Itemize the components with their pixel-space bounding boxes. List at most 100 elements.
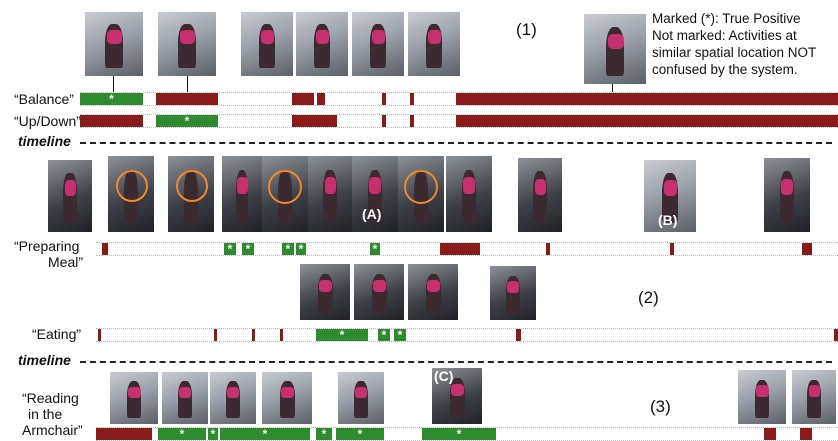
true-positive-segment: * <box>394 329 406 341</box>
timeline-track-preparing-meal: * * * * * <box>96 242 838 256</box>
row-label-line: in the <box>28 406 63 422</box>
true-positive-segment: * <box>208 428 218 440</box>
frame-thumbnail <box>262 372 312 424</box>
detection-segment <box>292 93 314 105</box>
timeline-track-reading-armchair: * * * * * * <box>96 427 838 441</box>
legend: Marked (*): True Positive Not marked: Ac… <box>652 10 838 78</box>
arrow <box>113 76 114 92</box>
row-label-line: Armchair” <box>22 422 83 438</box>
true-positive-segment: * <box>80 93 143 105</box>
frame-thumbnail <box>408 12 460 76</box>
frame-thumbnail <box>48 160 92 232</box>
frame-thumbnail <box>210 372 256 424</box>
tag-a: (A) <box>362 206 382 222</box>
frame-thumbnail <box>110 372 158 424</box>
section-number-3: (3) <box>650 397 671 416</box>
frame-thumbnail <box>158 12 216 76</box>
row-label-reading-armchair: “Reading in the Armchair” <box>22 390 83 438</box>
true-positive-segment: * <box>336 428 384 440</box>
timeline-track-balance: * <box>80 92 838 106</box>
true-positive-segment: * <box>370 243 380 255</box>
true-positive-segment: * <box>242 243 254 255</box>
detection-segment <box>382 115 386 127</box>
true-positive-segment: * <box>316 428 332 440</box>
detection-segment <box>292 115 337 127</box>
row-label-line: “Reading <box>22 390 79 406</box>
detection-segment <box>764 428 776 440</box>
frame-thumbnail <box>222 156 262 232</box>
frame-thumbnail <box>354 264 404 320</box>
detection-segment <box>80 115 143 127</box>
detection-segment <box>382 93 386 105</box>
frame-thumbnail <box>338 372 384 424</box>
frame-thumbnail <box>398 156 444 232</box>
frame-thumbnail <box>162 372 208 424</box>
frame-thumbnail <box>85 12 143 76</box>
detection-segment <box>252 329 255 341</box>
frame-thumbnail <box>764 158 810 232</box>
frame-thumbnail: (C) <box>432 368 482 424</box>
detection-segment <box>98 329 101 341</box>
detection-segment <box>834 329 838 341</box>
frame-thumbnail <box>352 12 404 76</box>
arrow <box>187 76 188 92</box>
section-number-1: (1) <box>516 20 537 39</box>
true-positive-segment: * <box>282 243 294 255</box>
frame-thumbnail <box>262 156 308 232</box>
tag-c: (C) <box>434 368 454 384</box>
timeline-label: timeline <box>18 352 71 368</box>
true-positive-segment: * <box>224 243 236 255</box>
detection-segment <box>102 243 108 255</box>
detection-segment <box>800 428 812 440</box>
detection-segment <box>156 93 218 105</box>
row-label-preparing-meal: “Preparing Meal” <box>14 238 83 270</box>
frame-thumbnail <box>792 370 836 424</box>
frame-thumbnail <box>108 156 154 232</box>
frame-thumbnail: (A) <box>352 156 398 232</box>
detection-segment <box>516 329 521 341</box>
frame-thumbnail <box>308 156 352 232</box>
timeline-divider <box>80 361 832 363</box>
frame-thumbnail <box>490 266 536 320</box>
frame-thumbnail <box>518 158 562 232</box>
row-label-line: “Preparing <box>14 238 80 254</box>
true-positive-segment: * <box>378 329 390 341</box>
frame-thumbnail <box>300 264 350 320</box>
detection-segment <box>456 115 838 127</box>
legend-line-3: similar spatial location NOT <box>652 45 817 60</box>
true-positive-segment: * <box>422 428 496 440</box>
true-positive-segment: * <box>316 329 368 341</box>
frame-thumbnail <box>408 264 458 320</box>
frame-thumbnail <box>446 156 492 232</box>
detection-segment <box>802 243 812 255</box>
legend-line-4: confused by the system. <box>652 62 798 77</box>
detection-segment <box>214 329 217 341</box>
true-positive-segment: * <box>158 428 206 440</box>
timeline-track-updown: * <box>80 114 838 128</box>
detection-segment <box>96 428 152 440</box>
timeline-track-eating: * * * <box>96 328 838 342</box>
arrow <box>612 84 613 92</box>
frame-thumbnail <box>738 370 786 424</box>
true-positive-segment: * <box>296 243 306 255</box>
legend-line-2: Not marked: Activities at <box>652 28 797 43</box>
row-label-line: Meal” <box>48 254 84 270</box>
frame-thumbnail <box>241 12 293 76</box>
detection-segment <box>546 243 550 255</box>
legend-line-1: Marked (*): True Positive <box>652 11 801 26</box>
frame-thumbnail <box>584 14 646 84</box>
row-label-balance: “Balance” <box>14 91 74 107</box>
true-positive-segment: * <box>220 428 310 440</box>
frame-thumbnail <box>296 12 348 76</box>
detection-segment <box>456 93 838 105</box>
detection-segment <box>440 243 480 255</box>
tag-b: (B) <box>658 212 678 228</box>
row-label-updown: “Up/Down” <box>14 113 81 129</box>
frame-thumbnail <box>168 156 214 232</box>
frame-thumbnail: (B) <box>644 160 696 232</box>
timeline-label: timeline <box>18 133 71 149</box>
detection-segment <box>280 329 283 341</box>
detection-segment <box>410 93 414 105</box>
detection-segment <box>317 93 325 105</box>
row-label-eating: “Eating” <box>32 326 82 342</box>
